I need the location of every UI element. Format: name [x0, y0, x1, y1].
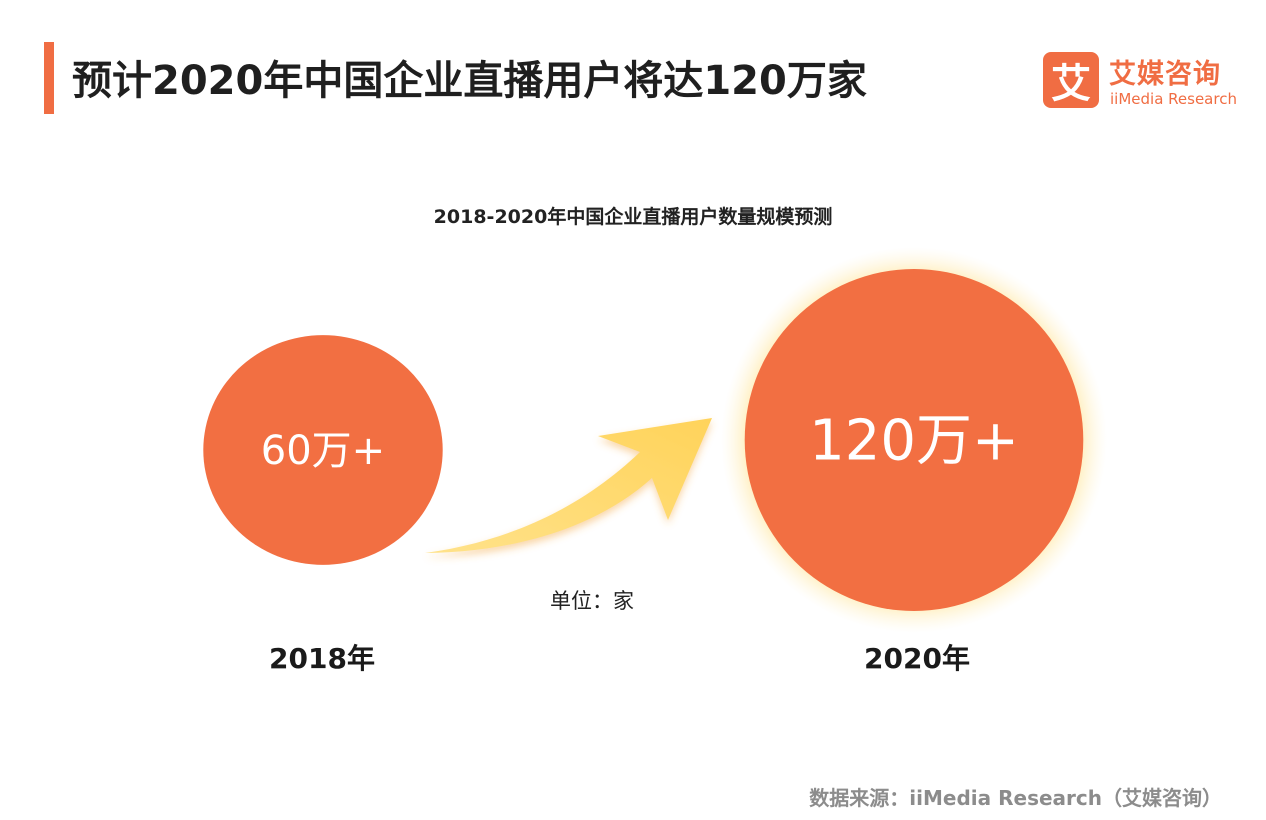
data-source-note: 数据来源：iiMedia Research（艾媒咨询）	[809, 786, 1222, 810]
logo-mark: 艾	[1043, 52, 1099, 108]
logo-name-cn: 艾媒咨询	[1109, 59, 1221, 90]
trend-arrow	[425, 418, 712, 553]
bubble-2	[744, 269, 1084, 611]
brand-logo: 艾 艾媒咨询 iiMedia Research	[1043, 52, 1243, 112]
bubble-1	[203, 335, 443, 565]
bubble-value-label-1: 60万+	[261, 428, 385, 474]
category-label-1: 2018年	[269, 642, 375, 675]
logo-name-en: iiMedia Research	[1110, 90, 1237, 108]
page-title: 预计2020年中国企业直播用户将达120万家	[72, 58, 867, 104]
bubble-value-label-2: 120万+	[809, 409, 1019, 474]
category-label-2: 2020年	[864, 642, 970, 675]
unit-label: 单位：家	[550, 589, 634, 613]
chart-title: 2018-2020年中国企业直播用户数量规模预测	[433, 206, 833, 228]
title-accent-bar	[44, 42, 54, 114]
